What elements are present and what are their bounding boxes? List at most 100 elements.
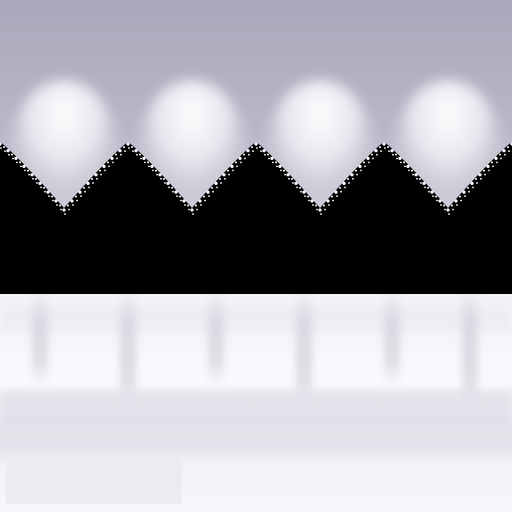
lace-dot [144,162,146,164]
lace-dot [131,146,133,148]
lace-dot [206,191,209,194]
lace-dot [118,149,121,152]
lace-dot [84,191,86,193]
lace-dot [324,209,326,211]
lace-dot [78,191,81,194]
lace-dot [30,173,33,176]
lace-dot [116,158,118,160]
lace-dot [430,191,433,194]
lace-dot [126,142,129,145]
lace-dot [236,166,238,168]
lace-dot [240,162,242,164]
lace-dot [428,191,430,193]
lace-dot [396,158,398,160]
lace-dot [416,178,418,180]
lace-dot [222,173,225,176]
lace-dot [171,187,173,189]
lace-dot [432,195,434,197]
lace-dot [363,161,365,163]
lace-dot [388,150,390,152]
lace-dot [230,165,233,168]
lace-dot [299,187,301,189]
lace-dot [134,149,137,152]
lace-dot [19,161,21,163]
lace-dot [40,187,42,189]
lace-dot [380,150,382,152]
lace-dot [38,182,41,185]
lace-dot [384,147,386,149]
lace-dot [483,170,485,172]
lace-dot [347,178,349,180]
lace-dot [219,178,221,180]
lace-dot [424,187,426,189]
lace-dot [459,196,461,198]
lace-dot [160,178,162,180]
lace-dot [214,182,217,185]
lace-dot [6,149,9,152]
lace-dot [291,178,293,180]
lace-dot [208,195,210,197]
lace-dot [488,170,490,172]
lace-dot [246,149,249,152]
lace-dot [204,200,206,202]
lace-dot [256,147,258,149]
lace-dot [259,146,261,148]
lace-dot [212,191,214,193]
lace-dot [72,204,74,206]
lace-dot [379,146,381,148]
lace-dot [136,154,138,156]
lace-dot [444,209,446,211]
lace-dot [182,199,185,202]
lace-dot [115,154,117,156]
lace-dot [480,178,482,180]
lace-dot [27,170,29,172]
lace-dot [312,204,314,206]
lace-dot [334,191,337,194]
lace-dot [22,165,25,168]
lace-dot [60,209,62,211]
lace-dot [328,204,330,206]
lace-dot [203,196,205,198]
lace-dot [248,154,250,156]
lace-dot [166,182,169,185]
lace-dot [472,187,474,189]
lace-dot [390,149,393,152]
lace-dot [494,157,497,160]
lace-dot [406,165,409,168]
lace-dot [228,174,230,176]
lace-dot [443,205,445,207]
lace-dot [128,147,130,149]
lace-dot [243,154,245,156]
lace-dot [168,187,170,189]
lace-dot [304,195,306,197]
lace-dot [462,191,465,194]
lace-dot [408,170,410,172]
lace-dot [467,187,469,189]
lace-dot [326,199,329,202]
lace-dot [132,150,134,152]
lace-dot [504,154,506,156]
lace-dot [484,174,486,176]
lace-dot [4,150,6,152]
lace-dot [352,178,354,180]
lace-dot [360,170,362,172]
lace-dot [398,157,401,160]
lace-dot [400,162,402,164]
lace-dot [235,161,237,163]
lace-dot [276,166,278,168]
lace-dot [96,178,98,180]
lace-dot [486,165,489,168]
lace-dot [147,161,149,163]
lace-dot [440,204,442,206]
lace-dot [46,191,49,194]
lace-dot [20,166,22,168]
lace-dot [91,178,93,180]
lace-dot [232,170,234,172]
lace-dot [14,157,17,160]
lace-dot [419,178,421,180]
lace-dot [331,196,333,198]
lace-dot [28,174,30,176]
lace-dot [392,154,394,156]
lace-dot [451,205,453,207]
lace-dot [56,204,58,206]
